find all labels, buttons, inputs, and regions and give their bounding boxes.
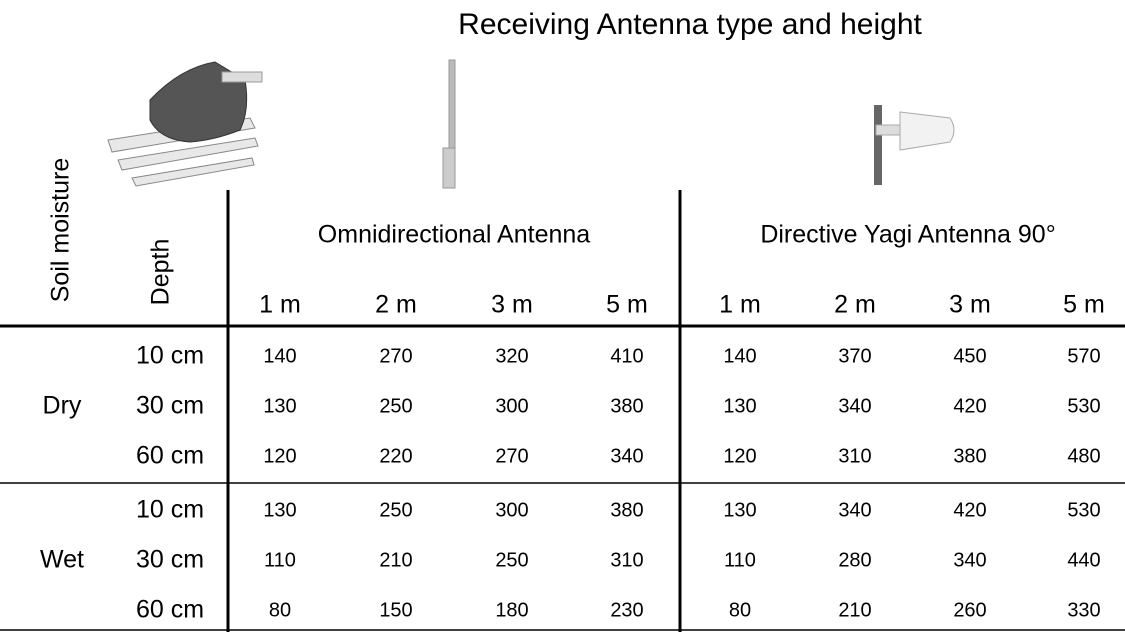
height-header: 3 m [491, 291, 533, 319]
depth-label: 10 cm [136, 342, 204, 370]
cell-value: 420 [953, 395, 986, 417]
cell-value: 150 [379, 599, 412, 621]
cell-value: 80 [729, 599, 751, 621]
group-header: Omnidirectional Antenna [318, 221, 590, 249]
cell-value: 120 [723, 445, 756, 467]
cell-value: 270 [379, 345, 412, 367]
cell-value: 330 [1067, 599, 1100, 621]
cell-value: 450 [953, 345, 986, 367]
table-page: Receiving Antenna type and height Soil m… [0, 0, 1125, 632]
moisture-label: Dry [43, 392, 82, 420]
cell-value: 440 [1067, 549, 1100, 571]
cell-value: 130 [263, 395, 296, 417]
cell-value: 220 [379, 445, 412, 467]
cell-value: 260 [953, 599, 986, 621]
height-header: 1 m [719, 291, 761, 319]
cell-value: 270 [495, 445, 528, 467]
cell-value: 300 [495, 499, 528, 521]
cell-value: 340 [838, 395, 871, 417]
soil-sensor-icon [108, 62, 262, 186]
height-header: 2 m [834, 291, 876, 319]
corner-depth: Depth [147, 239, 175, 306]
cell-value: 370 [838, 345, 871, 367]
cell-value: 340 [953, 549, 986, 571]
cell-value: 250 [495, 549, 528, 571]
cell-value: 300 [495, 395, 528, 417]
cell-value: 280 [838, 549, 871, 571]
depth-label: 30 cm [136, 392, 204, 420]
depth-label: 60 cm [136, 596, 204, 624]
cell-value: 250 [379, 499, 412, 521]
height-header: 2 m [375, 291, 417, 319]
cell-value: 530 [1067, 499, 1100, 521]
cell-value: 420 [953, 499, 986, 521]
cell-value: 110 [724, 549, 756, 571]
cell-value: 310 [838, 445, 871, 467]
height-header: 3 m [949, 291, 991, 319]
depth-label: 10 cm [136, 496, 204, 524]
cell-value: 110 [264, 549, 296, 571]
cell-value: 380 [610, 499, 643, 521]
cell-value: 140 [263, 345, 296, 367]
cell-value: 380 [953, 445, 986, 467]
cell-value: 140 [723, 345, 756, 367]
cell-value: 210 [379, 549, 412, 571]
depth-label: 60 cm [136, 442, 204, 470]
cell-value: 310 [610, 549, 643, 571]
height-header: 1 m [259, 291, 301, 319]
cell-value: 340 [838, 499, 871, 521]
corner-moisture: Soil moisture [47, 158, 75, 303]
cell-value: 80 [269, 599, 291, 621]
height-header: 5 m [1063, 291, 1105, 319]
cell-value: 210 [838, 599, 871, 621]
cell-value: 120 [263, 445, 296, 467]
cell-value: 250 [379, 395, 412, 417]
cell-value: 530 [1067, 395, 1100, 417]
cell-value: 180 [495, 599, 528, 621]
cell-value: 230 [610, 599, 643, 621]
cell-value: 570 [1067, 345, 1100, 367]
title: Receiving Antenna type and height [458, 8, 922, 41]
yagi-antenna-icon [874, 105, 954, 185]
cell-value: 480 [1067, 445, 1100, 467]
height-header: 5 m [606, 291, 648, 319]
group-header: Directive Yagi Antenna 90° [760, 221, 1055, 249]
depth-label: 30 cm [136, 546, 204, 574]
cell-value: 340 [610, 445, 643, 467]
moisture-label: Wet [40, 546, 84, 574]
cell-value: 130 [723, 499, 756, 521]
cell-value: 130 [263, 499, 296, 521]
cell-value: 320 [495, 345, 528, 367]
cell-value: 410 [610, 345, 643, 367]
cell-value: 130 [723, 395, 756, 417]
cell-value: 380 [610, 395, 643, 417]
omni-antenna-icon [443, 60, 455, 188]
